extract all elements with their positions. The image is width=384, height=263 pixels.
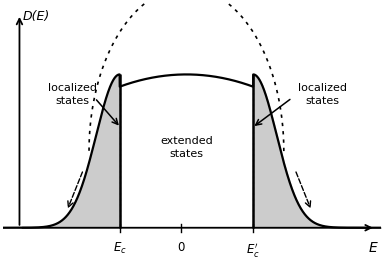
- Text: $E_c$: $E_c$: [113, 241, 127, 256]
- Text: $E_c'$: $E_c'$: [246, 241, 260, 259]
- Text: 0: 0: [177, 241, 185, 254]
- Text: localized
states: localized states: [298, 83, 347, 106]
- Text: D(E): D(E): [22, 9, 50, 23]
- Text: extended
states: extended states: [160, 136, 213, 159]
- Text: localized
states: localized states: [48, 83, 97, 106]
- Text: E: E: [369, 241, 377, 255]
